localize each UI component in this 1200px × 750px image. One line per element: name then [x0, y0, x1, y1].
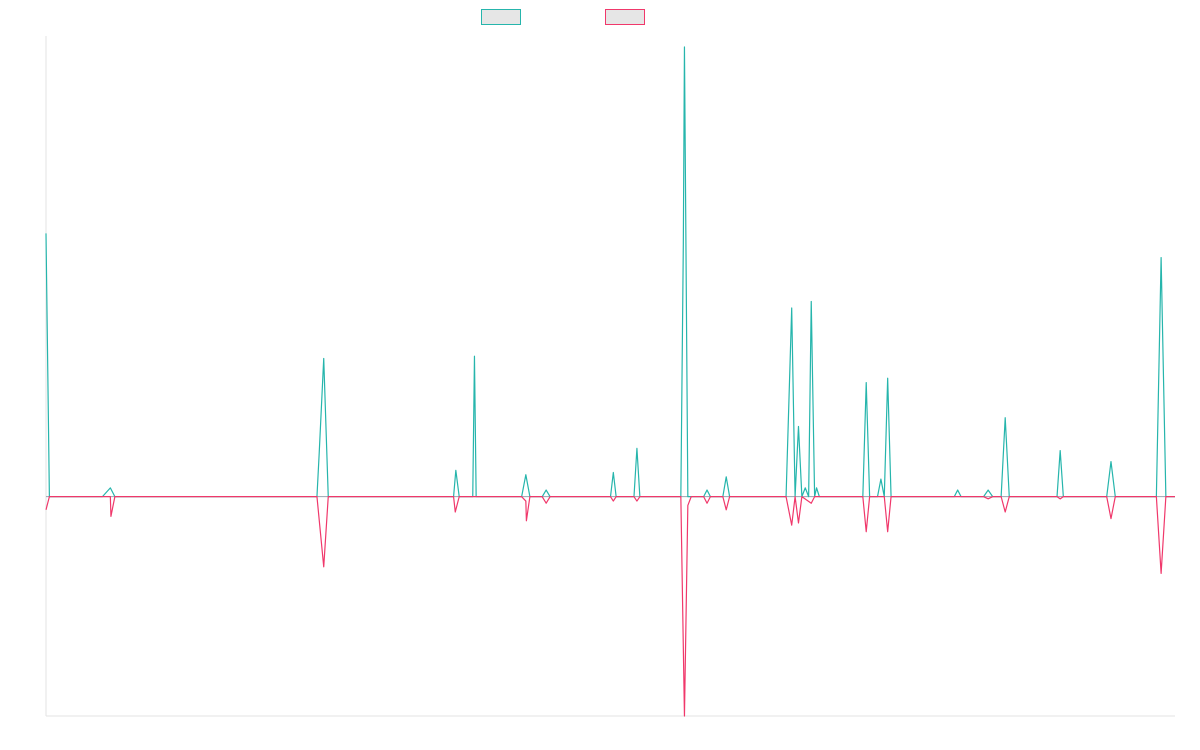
legend-swatch-series-1[interactable]	[481, 9, 521, 25]
series-line-2	[45, 496, 1175, 717]
series-layer	[45, 46, 1175, 717]
series-line-1	[45, 46, 1175, 498]
chart-legend	[0, 9, 1200, 27]
legend-swatch-series-2[interactable]	[605, 9, 645, 25]
